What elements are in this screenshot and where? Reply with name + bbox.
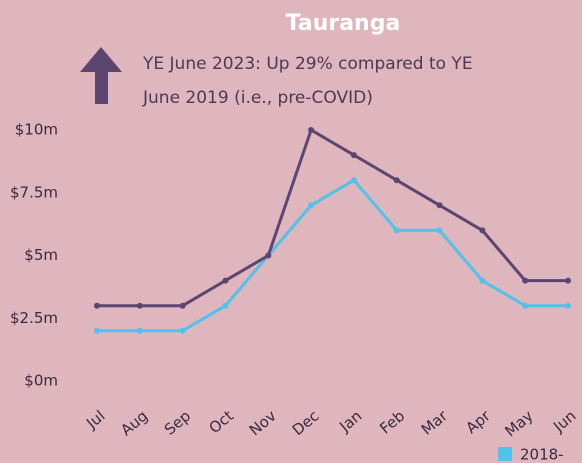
chart-title: Tauranga: [286, 11, 401, 36]
legend-label: 2018-: [520, 446, 564, 463]
data-point: [393, 177, 400, 184]
x-tick-label: Aug: [117, 407, 151, 440]
series: [94, 177, 572, 334]
data-point: [393, 227, 400, 234]
x-tick-label: Jan: [335, 407, 365, 436]
y-tick-label: $0m: [24, 372, 58, 390]
data-point: [479, 277, 486, 284]
data-point: [565, 277, 572, 284]
x-tick-label: Feb: [376, 407, 408, 438]
x-tick-label: Apr: [462, 406, 494, 437]
y-tick-label: $5m: [24, 246, 58, 264]
data-point: [436, 202, 443, 209]
annotation: YE June 2023: Up 29% compared to YE: [142, 54, 473, 74]
legend-swatch: [498, 447, 512, 461]
data-point: [308, 127, 315, 133]
data-point: [308, 202, 315, 209]
y-tick-label: $2.5m: [10, 309, 58, 327]
y-tick-label: $10m: [15, 121, 58, 139]
data-point: [522, 277, 529, 284]
annotation: June 2019 (i.e., pre-COVID): [142, 88, 373, 108]
data-point: [179, 327, 186, 334]
data-point: [522, 302, 529, 309]
x-tick-label: Sep: [161, 407, 194, 439]
x-tick-label: Jul: [82, 407, 108, 433]
arrow-icon: [80, 47, 122, 104]
data-point: [350, 152, 357, 159]
x-tick-label: May: [501, 407, 536, 441]
data-point: [179, 302, 186, 309]
data-point: [222, 302, 229, 309]
data-point: [350, 177, 357, 184]
x-tick-label: Dec: [289, 407, 323, 439]
x-tick-label: Mar: [418, 406, 452, 439]
data-point: [565, 302, 572, 309]
y-tick-label: $7.5m: [10, 183, 58, 201]
data-point: [94, 302, 100, 309]
x-tick-label: Oct: [205, 407, 237, 438]
x-tick-label: Nov: [246, 407, 280, 440]
x-tick-label: Jun: [549, 407, 579, 436]
series-line: [97, 127, 569, 308]
data-point: [436, 227, 443, 234]
data-point: [94, 327, 100, 334]
data-point: [136, 327, 143, 334]
data-point: [479, 227, 486, 234]
data-point: [136, 302, 143, 309]
data-point: [265, 252, 272, 259]
series-line: [97, 178, 569, 333]
series: [94, 127, 572, 309]
data-point: [222, 277, 229, 284]
